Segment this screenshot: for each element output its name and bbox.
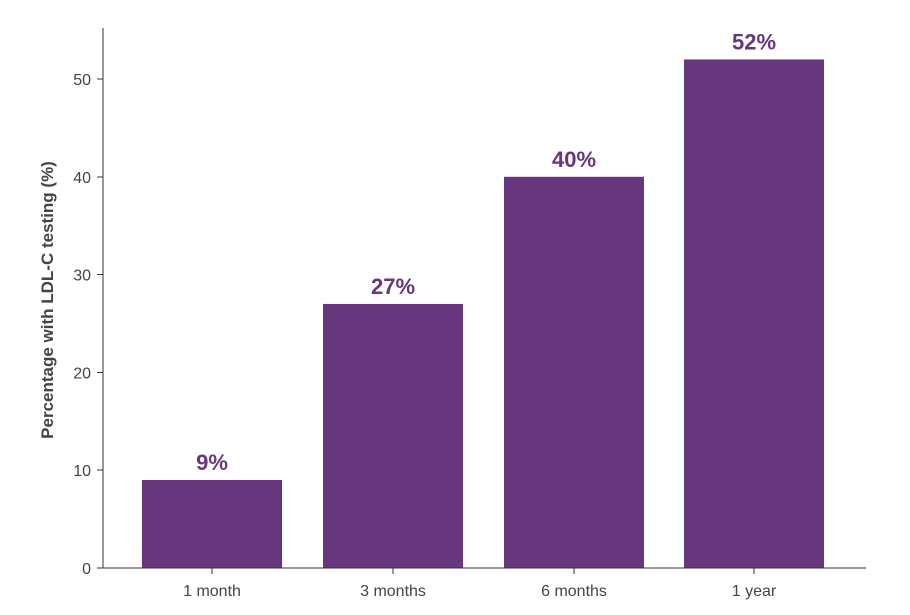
data-label: 52% bbox=[732, 29, 776, 54]
y-tick-label: 0 bbox=[82, 561, 91, 578]
y-tick-label: 20 bbox=[73, 365, 91, 382]
data-labels-layer: 9% 27% 40% 52% bbox=[196, 29, 776, 475]
data-label: 40% bbox=[552, 147, 596, 172]
y-tick-label: 40 bbox=[73, 170, 91, 187]
data-label: 9% bbox=[196, 450, 228, 475]
x-tick-label: 3 months bbox=[360, 583, 426, 600]
y-tick-label: 10 bbox=[73, 463, 91, 480]
axes-layer: 0 10 20 30 40 50 1 month 3 months 6 months 1 year bbox=[73, 28, 866, 600]
x-tick-label: 6 months bbox=[541, 583, 607, 600]
data-label: 27% bbox=[371, 274, 415, 299]
bar-6-months bbox=[504, 176, 644, 569]
bar-1-year bbox=[684, 59, 824, 568]
y-tick-label: 50 bbox=[73, 72, 91, 89]
y-axis-title: Percentage with LDL-C testing (%) bbox=[38, 161, 57, 439]
y-tick-label: 30 bbox=[73, 268, 91, 285]
x-tick-label: 1 month bbox=[183, 583, 241, 600]
x-tick-label: 1 year bbox=[732, 583, 777, 600]
bar-3-months bbox=[323, 303, 463, 568]
bars-layer bbox=[142, 59, 824, 569]
bar-1-month bbox=[142, 479, 282, 568]
